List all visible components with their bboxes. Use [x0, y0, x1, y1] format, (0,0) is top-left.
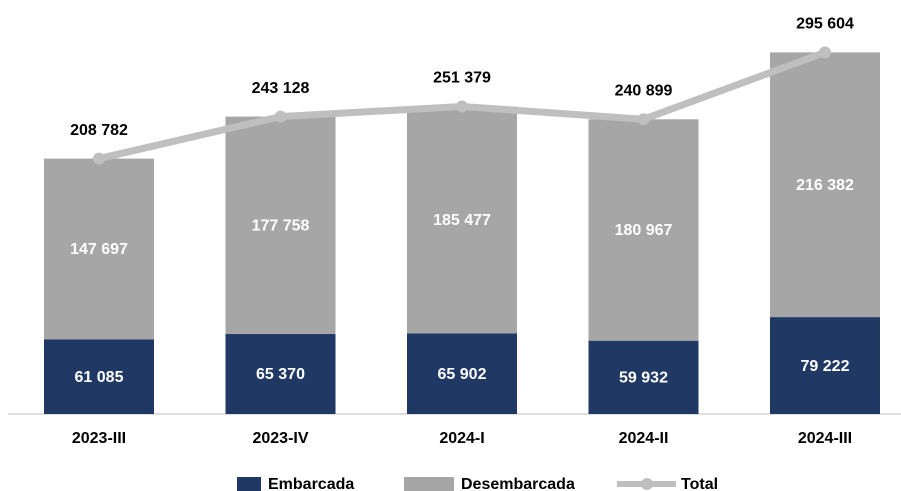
- bar-segment: [407, 106, 517, 334]
- data-label: 185 477: [433, 212, 491, 229]
- bar-segment: [770, 317, 880, 414]
- bar-segment: [44, 339, 154, 414]
- bar-segment: [225, 116, 336, 335]
- x-tick-label: 2023-III: [72, 430, 126, 447]
- x-tick-label: 2023-IV: [252, 430, 308, 447]
- total-label: 240 899: [615, 83, 673, 100]
- data-label: 177 758: [252, 218, 310, 235]
- bar-segment: [407, 333, 517, 414]
- legend-swatch: [237, 477, 261, 491]
- data-label: 147 697: [70, 241, 128, 258]
- data-label: 180 967: [615, 222, 673, 239]
- x-tick-label: 2024-II: [619, 430, 669, 447]
- bar-segment: [588, 119, 699, 341]
- data-label: 216 382: [796, 177, 854, 194]
- x-tick-label: 2024-I: [439, 430, 484, 447]
- data-label: 65 370: [256, 366, 305, 383]
- total-label: 295 604: [796, 16, 854, 33]
- bar-segment: [588, 340, 699, 414]
- total-point: [819, 46, 831, 59]
- total-label: 251 379: [433, 70, 491, 87]
- legend-label: Embarcada: [268, 476, 354, 491]
- total-point: [93, 152, 105, 165]
- data-label: 59 932: [619, 370, 668, 387]
- data-label: 61 085: [75, 369, 124, 386]
- total-label: 208 782: [70, 122, 128, 139]
- total-point: [637, 113, 650, 126]
- total-point: [456, 100, 468, 113]
- bar-segment: [225, 334, 336, 414]
- total-point: [274, 110, 287, 123]
- legend-label: Desembarcada: [461, 476, 575, 491]
- legend-swatch: [404, 477, 454, 491]
- legend-point: [641, 478, 653, 490]
- bar-segment: [44, 158, 154, 340]
- legend-label: Total: [681, 476, 718, 491]
- data-label: 79 222: [801, 358, 850, 375]
- x-tick-label: 2024-III: [798, 430, 852, 447]
- total-label: 243 128: [252, 80, 310, 97]
- data-label: 65 902: [438, 366, 487, 383]
- bar-segment: [770, 52, 880, 318]
